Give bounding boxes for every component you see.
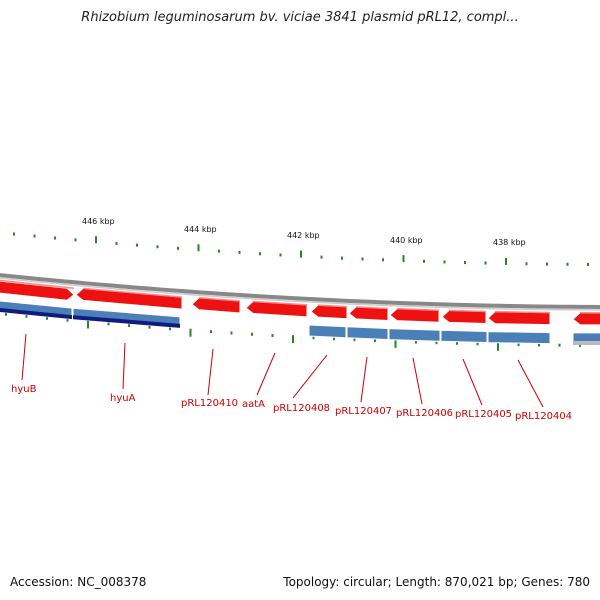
backbone-line: [0, 273, 600, 309]
leader-line: [462, 358, 483, 406]
forward-gene-arrow: [245, 300, 308, 318]
backbone-shadow: [0, 277, 600, 311]
forward-gene-highlight: [0, 279, 75, 290]
gene-label: pRL120410: [181, 398, 238, 409]
summary-text: Topology: circular; Length: 870,021 bp; …: [283, 575, 590, 589]
leader-line: [122, 342, 126, 390]
gene-label: pRL120406: [396, 408, 453, 419]
grey-segment: [573, 341, 600, 345]
forward-gene-highlight: [252, 300, 308, 306]
leader-line: [412, 357, 423, 405]
outer-ticks: [13, 232, 589, 266]
forward-gene-arrow: [75, 287, 183, 310]
gene-label: aatA: [242, 399, 265, 410]
reverse-gene-bar: [487, 331, 551, 345]
leader-line: [21, 333, 27, 381]
forward-gene-highlight: [198, 297, 241, 302]
gene-label: hyuB: [11, 384, 37, 395]
gene-label: hyuA: [110, 393, 136, 404]
forward-gene-highlight: [396, 307, 440, 312]
reverse-gene-dark-band: [73, 315, 180, 328]
scale-label: 442 kbp: [287, 231, 320, 240]
forward-gene-arrow: [572, 312, 600, 326]
accession-text: Accession: NC_008378: [10, 575, 147, 589]
forward-gene-arrow: [191, 297, 241, 314]
forward-gene-arrow: [310, 304, 348, 320]
map-title: Rhizobium leguminosarum bv. viciae 3841 …: [81, 10, 519, 25]
leader-line: [256, 352, 276, 396]
leader-line: [517, 359, 544, 408]
backbone: [0, 273, 600, 311]
reverse-gene-dark-band: [0, 307, 72, 320]
forward-gene-highlight: [355, 306, 389, 310]
leader-line: [207, 348, 214, 396]
forward-gene-highlight: [82, 287, 183, 298]
scale-labels: 446 kbp 444 kbp 442 kbp 440 kbp 438 kbp: [82, 217, 526, 247]
leader-line: [292, 354, 328, 399]
scale-label: 438 kbp: [493, 238, 526, 247]
forward-gene-arrow: [487, 311, 551, 326]
forward-strand-genes: [0, 279, 600, 326]
forward-gene-highlight: [494, 310, 551, 314]
forward-gene-highlight: [448, 309, 487, 313]
gene-label: pRL120404: [515, 411, 572, 422]
reverse-gene-bar: [388, 328, 441, 342]
scale-label: 446 kbp: [82, 217, 115, 226]
reverse-strand-genes: [0, 300, 600, 345]
reverse-gene-bar: [440, 329, 488, 344]
leader-line: [360, 356, 368, 403]
scale-label: 444 kbp: [184, 225, 217, 234]
reverse-gene-bar: [346, 326, 389, 341]
forward-gene-arrow: [441, 309, 487, 325]
gene-label: pRL120407: [335, 406, 392, 417]
scale-label: 440 kbp: [390, 236, 423, 245]
gene-label: pRL120408: [273, 403, 330, 414]
gene-labels: hyuB hyuA pRL120410 aatA pRL120408 pRL120407 p…: [11, 333, 572, 422]
reverse-gene-bar: [308, 324, 347, 339]
forward-gene-arrow: [348, 306, 389, 322]
gene-label: pRL120405: [455, 409, 512, 420]
forward-gene-highlight: [317, 304, 348, 308]
forward-gene-arrow: [389, 308, 440, 323]
